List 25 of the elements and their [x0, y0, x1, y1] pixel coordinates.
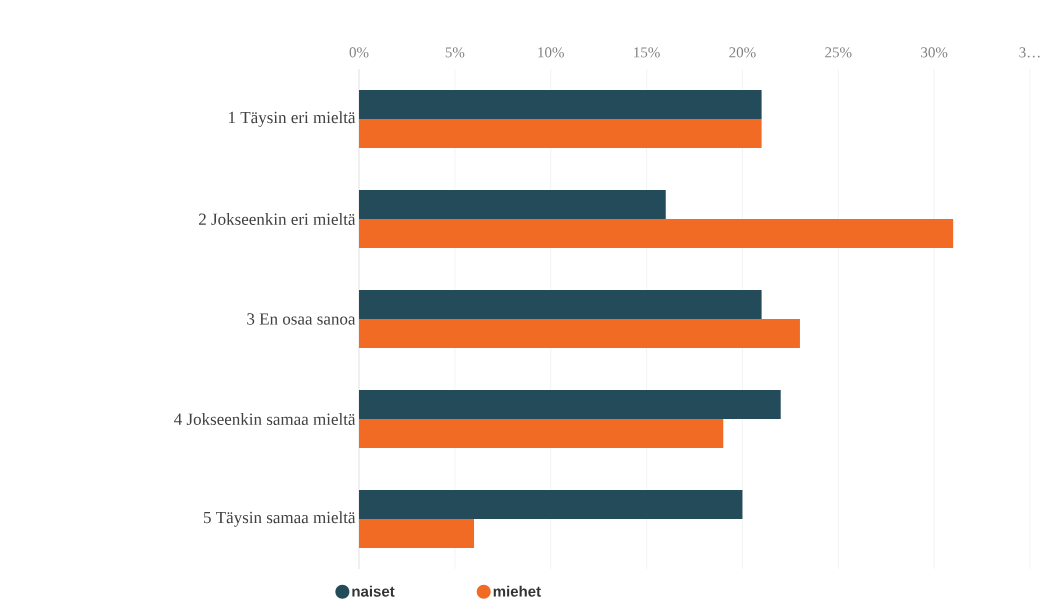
x-tick-label: 20%: [729, 47, 756, 58]
bar: [359, 418, 724, 448]
y-tick-label: 1 Täysin eri mieltä: [229, 111, 356, 127]
y-tick-label: 4 Jokseenkin samaa mieltä: [174, 413, 356, 425]
x-tick-label: 30%: [921, 47, 948, 58]
x-tick-label: 3…: [1019, 47, 1040, 58]
bar: [359, 489, 743, 519]
bar: [359, 218, 954, 248]
x-tick-label: 5%: [445, 47, 465, 58]
bar: [359, 518, 475, 548]
x-tick-label: 25%: [825, 47, 852, 58]
x-tick-label: 0%: [349, 47, 369, 58]
y-tick-label: 3 En osaa sanoa: [247, 313, 356, 325]
y-tick-label: 5 Täysin samaa mieltä: [203, 511, 356, 527]
x-tick-label: 10%: [538, 47, 564, 58]
legend-label: naiset: [352, 585, 395, 597]
bar: [359, 189, 666, 219]
legend-label: miehet: [493, 585, 541, 597]
bar: [359, 118, 762, 148]
x-tick-label: 15%: [634, 47, 660, 58]
y-tick-label: 2 Jokseenkin eri mieltä: [199, 213, 356, 225]
bar: [359, 89, 762, 119]
bar: [359, 289, 762, 319]
bar: [359, 389, 781, 419]
bar: [359, 318, 800, 348]
